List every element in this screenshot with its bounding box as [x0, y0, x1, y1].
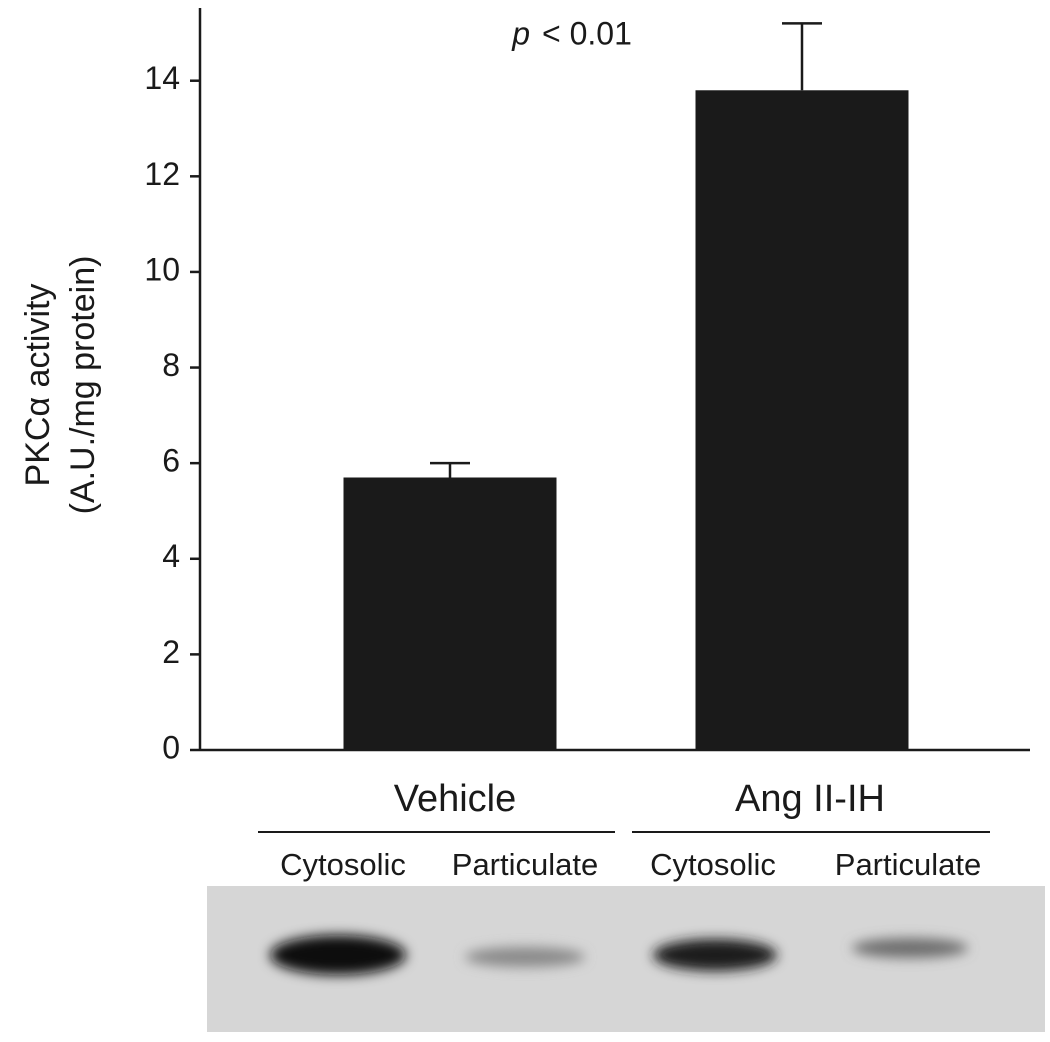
lane-label: Cytosolic	[280, 847, 406, 882]
y-tick-label: 14	[144, 60, 180, 96]
y-tick-label: 6	[162, 443, 180, 479]
blot-band	[270, 935, 406, 975]
x-tick-label: Vehicle	[394, 778, 517, 820]
y-axis-title: PKCα activity (A.U./mg protein)	[19, 256, 102, 515]
y-tick-label: 12	[144, 156, 180, 192]
bar	[343, 477, 557, 750]
western-blot	[207, 886, 1045, 1032]
bar	[695, 90, 909, 750]
blot-band	[465, 947, 585, 967]
annotation-italic: p	[511, 15, 530, 51]
y-tick-label: 2	[162, 634, 180, 670]
y-label-line: PKCα activity	[19, 284, 57, 487]
annotation-text: < 0.01	[542, 15, 632, 51]
lane-label: Particulate	[452, 847, 598, 882]
blot-band	[653, 939, 777, 971]
y-tick-label: 0	[162, 729, 180, 765]
lane-label: Particulate	[835, 847, 981, 882]
y-label-line: (A.U./mg protein)	[64, 256, 102, 515]
x-tick-label: Ang II-IH	[735, 778, 885, 820]
lane-label: Cytosolic	[650, 847, 776, 882]
blot-band	[852, 938, 968, 958]
y-tick-label: 4	[162, 538, 180, 574]
y-tick-label: 8	[162, 347, 180, 383]
y-tick-label: 10	[144, 251, 180, 287]
